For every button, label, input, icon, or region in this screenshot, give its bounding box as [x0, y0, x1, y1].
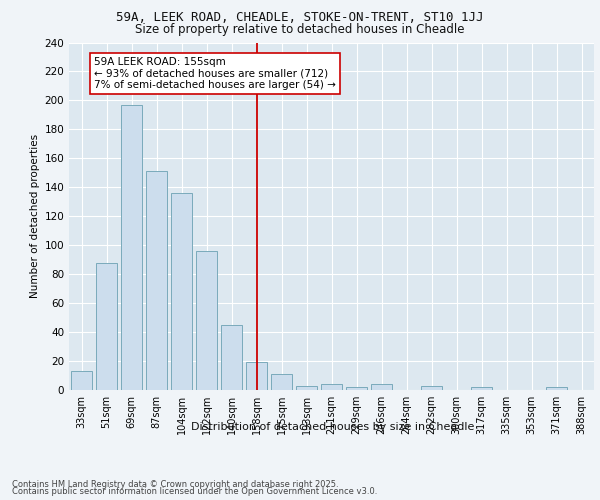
Bar [546, 387, 567, 390]
Bar [96, 262, 117, 390]
Bar [346, 387, 367, 390]
Bar [321, 384, 342, 390]
Y-axis label: Number of detached properties: Number of detached properties [30, 134, 40, 298]
Bar [296, 386, 317, 390]
Text: Contains public sector information licensed under the Open Government Licence v3: Contains public sector information licen… [12, 487, 377, 496]
Bar [221, 325, 242, 390]
Bar [421, 386, 442, 390]
Bar [171, 193, 192, 390]
Bar [246, 362, 267, 390]
Text: 59A, LEEK ROAD, CHEADLE, STOKE-ON-TRENT, ST10 1JJ: 59A, LEEK ROAD, CHEADLE, STOKE-ON-TRENT,… [116, 11, 484, 24]
Bar [371, 384, 392, 390]
Bar [146, 172, 167, 390]
Bar [121, 105, 142, 390]
Text: 59A LEEK ROAD: 155sqm
← 93% of detached houses are smaller (712)
7% of semi-deta: 59A LEEK ROAD: 155sqm ← 93% of detached … [94, 57, 336, 90]
Text: Size of property relative to detached houses in Cheadle: Size of property relative to detached ho… [135, 22, 465, 36]
Bar [71, 371, 92, 390]
Bar [471, 387, 492, 390]
Bar [196, 251, 217, 390]
Text: Contains HM Land Registry data © Crown copyright and database right 2025.: Contains HM Land Registry data © Crown c… [12, 480, 338, 489]
Text: Distribution of detached houses by size in Cheadle: Distribution of detached houses by size … [191, 422, 475, 432]
Bar [271, 374, 292, 390]
